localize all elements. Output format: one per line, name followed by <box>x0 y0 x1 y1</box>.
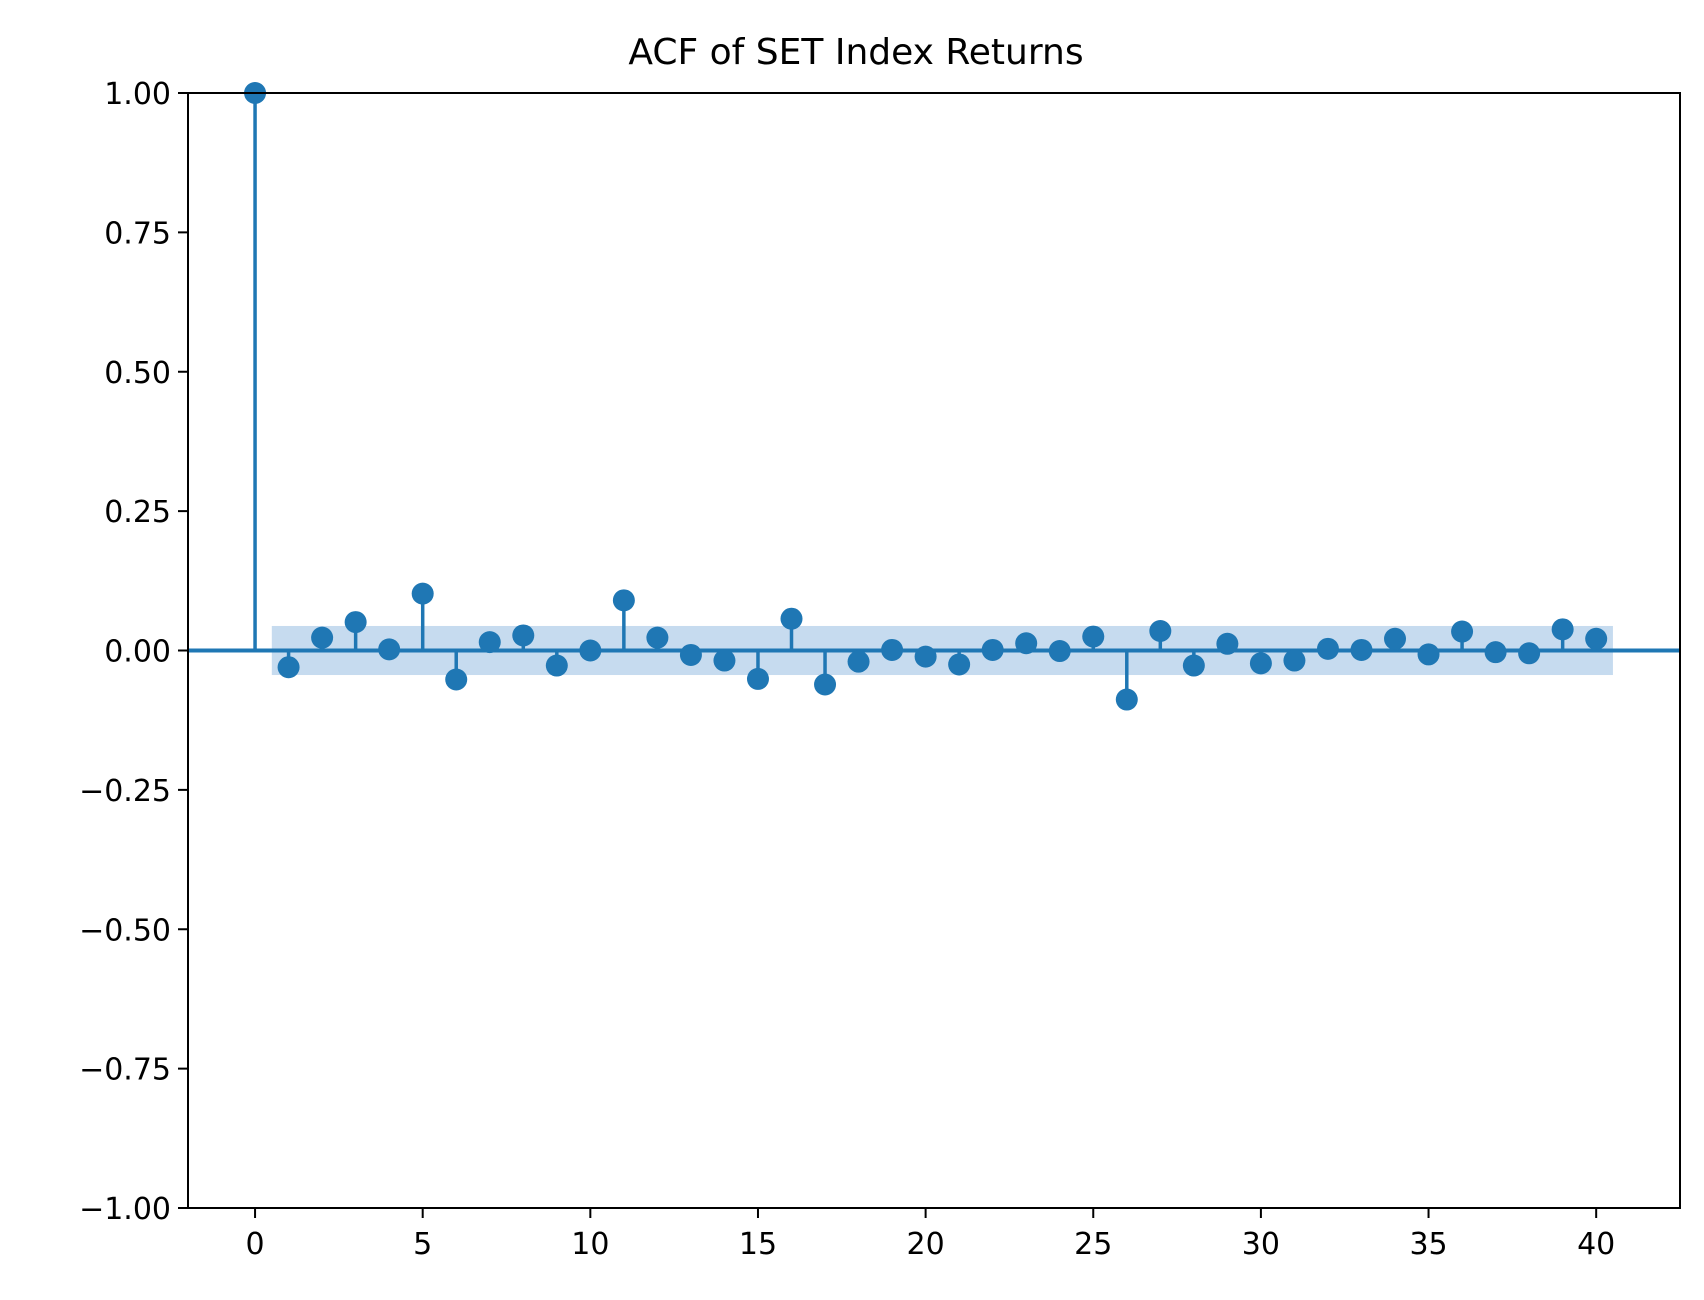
acf-point-lag-11 <box>612 589 635 612</box>
acf-point-lag-34 <box>1384 627 1407 650</box>
acf-point-lag-7 <box>478 631 501 654</box>
x-tick-label: 25 <box>1074 1227 1112 1262</box>
acf-point-lag-14 <box>713 649 736 672</box>
x-tick-label: 0 <box>246 1227 265 1262</box>
acf-point-lag-40 <box>1585 627 1608 650</box>
y-tick-label: 0.25 <box>104 495 171 530</box>
acf-point-lag-18 <box>847 650 870 673</box>
y-tick-label: −0.50 <box>79 913 171 948</box>
acf-point-lag-12 <box>646 626 669 649</box>
acf-point-lag-17 <box>814 673 837 696</box>
acf-point-lag-4 <box>378 638 401 661</box>
acf-point-lag-31 <box>1283 649 1306 672</box>
x-tick-label: 40 <box>1577 1227 1615 1262</box>
x-tick-label: 30 <box>1242 1227 1280 1262</box>
acf-point-lag-28 <box>1182 654 1205 677</box>
acf-point-lag-37 <box>1484 641 1507 664</box>
y-tick-label: −0.75 <box>79 1053 171 1088</box>
y-tick-label: 0.50 <box>104 356 171 391</box>
acf-point-lag-25 <box>1082 625 1105 648</box>
y-tick-label: 0.75 <box>104 216 171 251</box>
acf-point-lag-13 <box>679 643 702 666</box>
acf-point-lag-20 <box>914 645 937 668</box>
acf-point-lag-39 <box>1551 618 1574 641</box>
acf-point-lag-8 <box>512 624 535 647</box>
acf-point-lag-21 <box>948 653 971 676</box>
acf-point-lag-27 <box>1149 619 1172 642</box>
plot-area <box>187 82 1681 1209</box>
acf-point-lag-23 <box>1015 632 1038 655</box>
acf-point-lag-1 <box>277 656 300 679</box>
acf-point-lag-10 <box>579 639 602 662</box>
y-tick-label: −1.00 <box>79 1192 171 1227</box>
acf-point-lag-6 <box>445 668 468 691</box>
acf-point-lag-5 <box>411 582 434 605</box>
acf-point-lag-29 <box>1216 632 1239 655</box>
acf-point-lag-26 <box>1115 688 1138 711</box>
x-tick-label: 20 <box>907 1227 945 1262</box>
x-tick-label: 15 <box>739 1227 777 1262</box>
y-tick-label: −0.25 <box>79 774 171 809</box>
acf-point-lag-30 <box>1249 652 1272 675</box>
y-tick-label: 0.00 <box>104 635 171 670</box>
acf-point-lag-33 <box>1350 638 1373 661</box>
acf-point-lag-19 <box>881 638 904 661</box>
x-tick-label: 35 <box>1409 1227 1447 1262</box>
y-tick-label: 1.00 <box>104 77 171 112</box>
acf-point-lag-15 <box>746 667 769 690</box>
acf-point-lag-22 <box>981 638 1004 661</box>
acf-point-lag-32 <box>1316 637 1339 660</box>
x-tick-label: 5 <box>413 1227 432 1262</box>
acf-point-lag-38 <box>1518 642 1541 665</box>
chart-title: ACF of SET Index Returns <box>628 32 1083 73</box>
acf-point-lag-36 <box>1451 620 1474 643</box>
acf-point-lag-2 <box>311 626 334 649</box>
acf-point-lag-24 <box>1048 640 1071 663</box>
y-axis: 1.00 0.75 0.50 0.25 0.00 −0.25 −0.50 −0.75 −1.00 <box>79 77 188 1227</box>
acf-point-lag-35 <box>1417 643 1440 666</box>
acf-point-lag-3 <box>344 611 367 634</box>
acf-point-lag-16 <box>780 607 803 630</box>
x-axis: 0 5 10 15 20 25 30 35 40 <box>246 1208 1615 1262</box>
x-tick-label: 10 <box>571 1227 609 1262</box>
acf-point-lag-9 <box>545 654 568 677</box>
